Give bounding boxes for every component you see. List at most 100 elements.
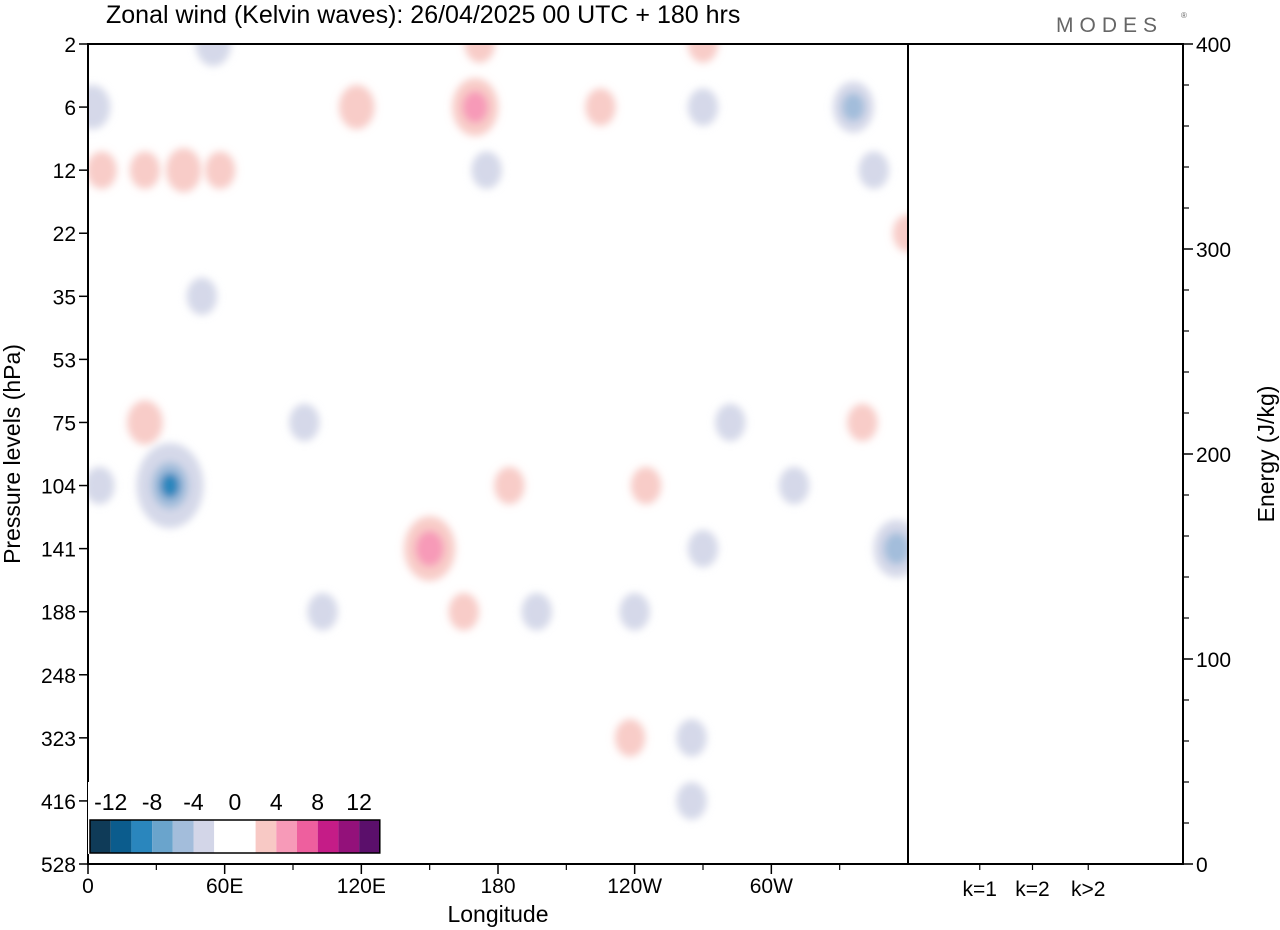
negative-anomaly	[136, 442, 204, 529]
x-axis-label: Longitude	[447, 901, 548, 927]
y-tick-label: 188	[41, 602, 76, 625]
anomaly-outer-band	[204, 151, 236, 189]
anomaly-outer-band	[858, 151, 890, 189]
y-tick-label: 323	[41, 728, 76, 751]
anomaly-outer-band	[687, 44, 719, 63]
y-tick-label: 2	[64, 34, 76, 57]
positive-anomaly	[585, 88, 616, 126]
colorbar-swatch	[297, 820, 318, 853]
energy-axis: 0 100 200 300 400	[1183, 34, 1231, 877]
anomaly-mid-band	[842, 92, 865, 122]
y-tick-label: 528	[41, 854, 76, 877]
colorbar-label: -4	[183, 789, 204, 815]
colorbar-frame	[89, 819, 381, 854]
positive-anomaly	[338, 84, 375, 130]
positive-anomaly	[614, 719, 646, 757]
x-tick-label: 120W	[607, 875, 662, 898]
x-tick-label: 0	[82, 875, 94, 898]
positive-anomaly	[404, 516, 456, 582]
positive-anomaly	[494, 466, 525, 505]
y-tick-label: 75	[53, 412, 76, 435]
y-tick-label: 416	[41, 791, 76, 814]
positive-anomaly	[204, 151, 236, 189]
negative-anomaly	[186, 277, 218, 316]
positive-anomaly	[129, 151, 161, 189]
positive-anomaly	[165, 147, 202, 193]
colorbar-label: 4	[270, 789, 283, 815]
chart-title: Zonal wind (Kelvin waves): 26/04/2025 00…	[106, 1, 740, 29]
negative-anomaly	[687, 529, 719, 568]
anomaly-outer-band	[289, 403, 320, 442]
anomaly-outer-band	[619, 592, 650, 631]
positive-anomaly	[630, 466, 662, 505]
negative-anomaly	[88, 84, 111, 130]
y-axis: 2 6 12 22 35 53 75 104 141 188 248 323 416 528	[41, 34, 88, 877]
y-tick-label: 104	[41, 476, 76, 499]
x-tick-label: 180	[480, 875, 515, 898]
anomaly-outer-band	[892, 214, 908, 253]
y-tick-label: 22	[53, 223, 76, 246]
negative-anomaly	[195, 44, 232, 67]
colorbar-swatch	[255, 820, 277, 853]
positive-anomaly	[448, 592, 480, 631]
anomaly-outer-band	[471, 151, 502, 189]
negative-anomaly	[471, 151, 502, 189]
negative-anomaly	[521, 592, 552, 631]
anomaly-outer-band	[687, 88, 719, 126]
anomaly-outer-band	[630, 466, 662, 505]
anomaly-outer-band	[847, 403, 878, 442]
registered-mark-icon: ®	[1181, 11, 1187, 20]
positive-anomaly	[892, 214, 908, 253]
anomaly-outer-band	[88, 84, 111, 130]
anomaly-outer-band	[687, 529, 719, 568]
energy-plot-frame	[907, 43, 1184, 865]
x-axis: 0 60E 120E 180 120W 60W	[82, 864, 841, 898]
positive-anomaly	[847, 403, 878, 442]
energy-tick-label: 200	[1196, 444, 1231, 467]
anomaly-outer-band	[778, 466, 810, 505]
energy-category-label: k>2	[1071, 878, 1105, 901]
positive-anomaly	[464, 44, 495, 63]
colorbar-label: -8	[142, 789, 162, 815]
colorbar-swatch	[90, 820, 111, 853]
y-tick-label: 6	[64, 97, 76, 120]
colorbar-swatch	[359, 820, 380, 853]
anomaly-outer-band	[186, 277, 218, 316]
anomaly-core-band	[159, 472, 181, 499]
energy-bar	[957, 863, 1002, 865]
colorbar-swatch	[152, 820, 173, 853]
positive-anomaly	[127, 400, 163, 445]
anomaly-outer-band	[127, 400, 163, 445]
y-tick-label: 53	[53, 349, 76, 372]
anomaly-outer-band	[338, 84, 375, 130]
anomaly-outer-band	[521, 592, 552, 631]
negative-anomaly	[778, 466, 810, 505]
energy-category-label: k=1	[963, 878, 997, 901]
y-tick-label: 35	[53, 286, 76, 309]
energy-category-label: k=2	[1015, 878, 1049, 901]
anomaly-outer-band	[195, 44, 232, 67]
colorbar-swatch	[110, 820, 132, 853]
energy-axis-label: Energy (J/kg)	[1253, 386, 1279, 523]
y-tick-label: 141	[41, 539, 76, 562]
x-tick-label: 60E	[206, 875, 243, 898]
anomaly-outer-band	[88, 151, 117, 189]
energy-tick-label: 300	[1196, 239, 1231, 262]
negative-anomaly	[687, 88, 719, 126]
y-tick-label: 12	[53, 160, 76, 183]
energy-tick-label: 100	[1196, 649, 1231, 672]
colorbar-label: 8	[311, 789, 324, 815]
anomaly-outer-band	[715, 403, 746, 442]
negative-anomaly	[873, 519, 908, 578]
negative-anomaly	[88, 466, 115, 505]
anomaly-outer-band	[464, 44, 495, 63]
x-tick-label: 120E	[337, 875, 386, 898]
colorbar-swatch	[234, 820, 256, 853]
energy-categories: k=1 k=2 k>2	[963, 864, 1105, 901]
colorbar-swatch	[338, 820, 360, 853]
colorbar-swatch	[276, 820, 297, 853]
anomaly-mid-band	[883, 532, 908, 565]
anomaly-outer-band	[676, 782, 707, 820]
anomaly-outer-band	[165, 147, 202, 193]
